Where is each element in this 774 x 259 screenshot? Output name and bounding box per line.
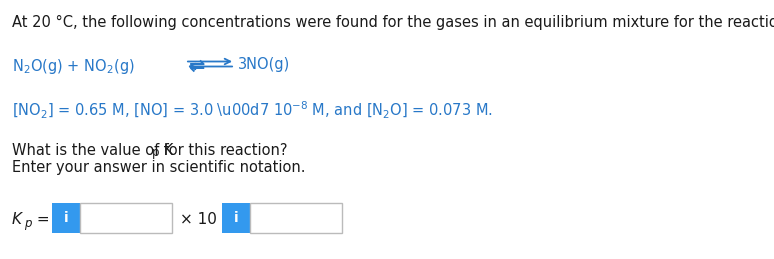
FancyBboxPatch shape [80, 203, 172, 233]
Text: [NO$_2$] = 0.65 M, [NO] = 3.0 \u00d7 10$^{-8}$ M, and [N$_2$O] = 0.073 M.: [NO$_2$] = 0.65 M, [NO] = 3.0 \u00d7 10$… [12, 100, 493, 121]
FancyBboxPatch shape [52, 203, 80, 233]
Text: K: K [12, 212, 22, 227]
Text: p: p [152, 146, 159, 159]
Text: 3NO(g): 3NO(g) [238, 57, 290, 72]
Text: At 20 °C, the following concentrations were found for the gases in an equilibriu: At 20 °C, the following concentrations w… [12, 15, 774, 30]
Text: What is the value of K: What is the value of K [12, 143, 173, 158]
Text: Enter your answer in scientific notation.: Enter your answer in scientific notation… [12, 160, 306, 175]
FancyBboxPatch shape [250, 203, 342, 233]
FancyBboxPatch shape [222, 203, 250, 233]
Text: i: i [234, 211, 238, 225]
Text: i: i [63, 211, 68, 225]
Text: p: p [24, 217, 32, 229]
Text: for this reaction?: for this reaction? [159, 143, 287, 158]
Text: N$_2$O(g) + NO$_2$(g): N$_2$O(g) + NO$_2$(g) [12, 57, 135, 76]
Text: =: = [32, 212, 50, 227]
Text: × 10: × 10 [180, 212, 217, 227]
Text: $\mathbf{\rightleftharpoons}$: $\mathbf{\rightleftharpoons}$ [185, 57, 206, 76]
